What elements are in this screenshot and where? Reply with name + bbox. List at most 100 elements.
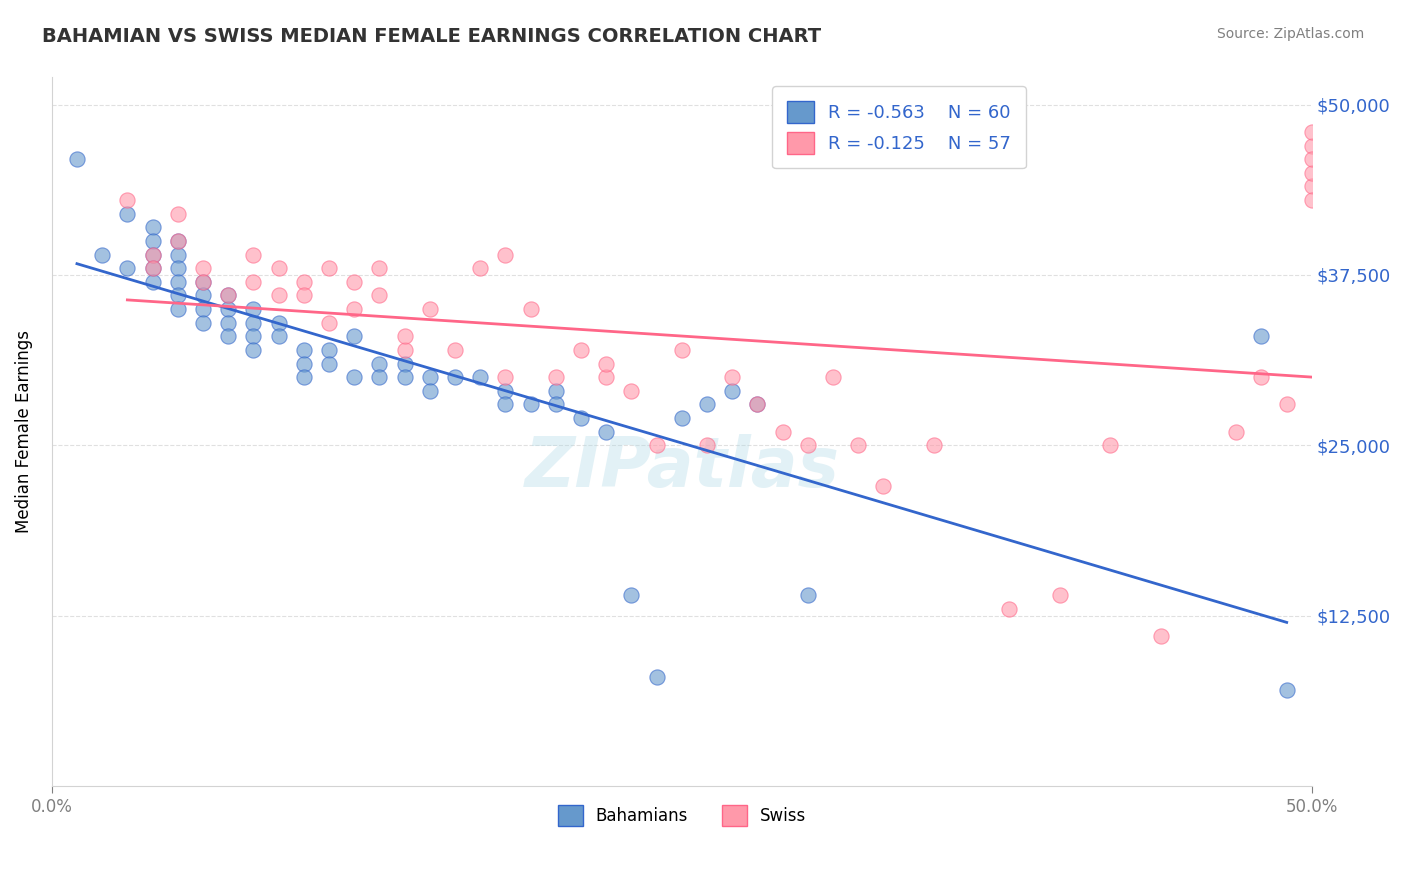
Point bbox=[721, 384, 744, 398]
Point bbox=[721, 370, 744, 384]
Point bbox=[620, 384, 643, 398]
Point bbox=[519, 397, 541, 411]
Point bbox=[191, 275, 214, 289]
Point bbox=[318, 316, 340, 330]
Point bbox=[797, 588, 820, 602]
Point bbox=[292, 288, 315, 302]
Point bbox=[544, 370, 567, 384]
Point bbox=[242, 247, 264, 261]
Point bbox=[494, 247, 516, 261]
Point bbox=[872, 479, 894, 493]
Point bbox=[217, 288, 239, 302]
Point bbox=[998, 601, 1021, 615]
Point bbox=[343, 329, 366, 343]
Point bbox=[142, 261, 165, 276]
Point bbox=[519, 301, 541, 316]
Point bbox=[191, 275, 214, 289]
Point bbox=[292, 343, 315, 357]
Point bbox=[318, 357, 340, 371]
Point bbox=[1301, 166, 1323, 180]
Point bbox=[569, 411, 592, 425]
Point bbox=[419, 370, 441, 384]
Point bbox=[1301, 125, 1323, 139]
Point bbox=[747, 397, 769, 411]
Point bbox=[1275, 397, 1298, 411]
Point bbox=[544, 384, 567, 398]
Point bbox=[494, 397, 516, 411]
Point bbox=[368, 261, 391, 276]
Point bbox=[494, 370, 516, 384]
Point bbox=[191, 316, 214, 330]
Point bbox=[696, 438, 718, 452]
Text: ZIPatlas: ZIPatlas bbox=[524, 434, 839, 500]
Point bbox=[66, 152, 89, 166]
Point bbox=[117, 261, 139, 276]
Point bbox=[142, 220, 165, 235]
Point bbox=[595, 357, 617, 371]
Point bbox=[166, 207, 188, 221]
Point bbox=[645, 670, 668, 684]
Point bbox=[166, 301, 188, 316]
Point bbox=[846, 438, 869, 452]
Point bbox=[217, 301, 239, 316]
Point bbox=[1250, 370, 1272, 384]
Point bbox=[772, 425, 794, 439]
Point bbox=[671, 343, 693, 357]
Point bbox=[166, 261, 188, 276]
Point bbox=[318, 261, 340, 276]
Point bbox=[645, 438, 668, 452]
Point bbox=[1301, 152, 1323, 166]
Point bbox=[821, 370, 844, 384]
Point bbox=[1225, 425, 1247, 439]
Point bbox=[343, 301, 366, 316]
Point bbox=[1250, 329, 1272, 343]
Point bbox=[191, 288, 214, 302]
Point bbox=[419, 301, 441, 316]
Point bbox=[343, 370, 366, 384]
Point bbox=[1150, 629, 1173, 643]
Point bbox=[1275, 683, 1298, 698]
Point bbox=[922, 438, 945, 452]
Legend: Bahamians, Swiss: Bahamians, Swiss bbox=[550, 797, 814, 834]
Point bbox=[217, 316, 239, 330]
Point bbox=[292, 357, 315, 371]
Point bbox=[1301, 138, 1323, 153]
Point bbox=[394, 370, 416, 384]
Text: Source: ZipAtlas.com: Source: ZipAtlas.com bbox=[1216, 27, 1364, 41]
Point bbox=[142, 261, 165, 276]
Point bbox=[1301, 179, 1323, 194]
Point bbox=[595, 370, 617, 384]
Point bbox=[1301, 193, 1323, 207]
Point bbox=[444, 343, 467, 357]
Point bbox=[343, 275, 366, 289]
Point bbox=[1049, 588, 1071, 602]
Point bbox=[166, 247, 188, 261]
Point bbox=[394, 343, 416, 357]
Point bbox=[242, 316, 264, 330]
Point bbox=[595, 425, 617, 439]
Point bbox=[267, 329, 290, 343]
Point bbox=[470, 370, 492, 384]
Point bbox=[696, 397, 718, 411]
Point bbox=[747, 397, 769, 411]
Point bbox=[191, 261, 214, 276]
Point bbox=[242, 275, 264, 289]
Point bbox=[142, 275, 165, 289]
Point bbox=[242, 343, 264, 357]
Point bbox=[368, 357, 391, 371]
Point bbox=[142, 234, 165, 248]
Y-axis label: Median Female Earnings: Median Female Earnings bbox=[15, 330, 32, 533]
Point bbox=[142, 247, 165, 261]
Point bbox=[368, 370, 391, 384]
Point bbox=[117, 193, 139, 207]
Point bbox=[394, 357, 416, 371]
Point bbox=[1099, 438, 1122, 452]
Point bbox=[444, 370, 467, 384]
Point bbox=[292, 275, 315, 289]
Point bbox=[166, 275, 188, 289]
Point bbox=[166, 234, 188, 248]
Point bbox=[267, 288, 290, 302]
Point bbox=[368, 288, 391, 302]
Point bbox=[217, 329, 239, 343]
Point bbox=[318, 343, 340, 357]
